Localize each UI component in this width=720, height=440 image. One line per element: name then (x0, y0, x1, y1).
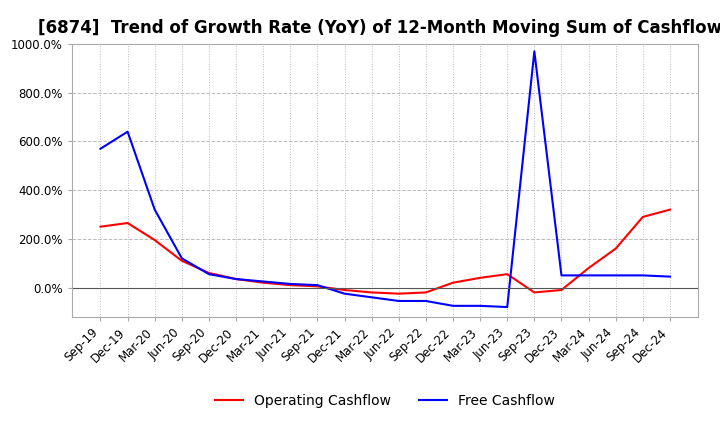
Free Cashflow (449, 303, 457, 308)
Free Cashflow (639, 273, 647, 278)
Free Cashflow (178, 256, 186, 261)
Operating Cashflow (557, 287, 566, 293)
Operating Cashflow (341, 287, 349, 293)
Operating Cashflow (530, 290, 539, 295)
Free Cashflow (584, 273, 593, 278)
Free Cashflow (204, 271, 213, 277)
Operating Cashflow (395, 291, 403, 296)
Free Cashflow (530, 49, 539, 54)
Legend: Operating Cashflow, Free Cashflow: Operating Cashflow, Free Cashflow (210, 389, 560, 414)
Free Cashflow (476, 303, 485, 308)
Operating Cashflow (150, 238, 159, 243)
Operating Cashflow (421, 290, 430, 295)
Operating Cashflow (639, 214, 647, 220)
Line: Free Cashflow: Free Cashflow (101, 51, 670, 307)
Operating Cashflow (96, 224, 105, 229)
Operating Cashflow (476, 275, 485, 280)
Operating Cashflow (286, 282, 294, 288)
Operating Cashflow (449, 280, 457, 286)
Operating Cashflow (584, 265, 593, 271)
Title: [6874]  Trend of Growth Rate (YoY) of 12-Month Moving Sum of Cashflows: [6874] Trend of Growth Rate (YoY) of 12-… (38, 19, 720, 37)
Operating Cashflow (313, 284, 322, 289)
Operating Cashflow (611, 246, 620, 251)
Operating Cashflow (503, 271, 511, 277)
Operating Cashflow (178, 258, 186, 264)
Free Cashflow (665, 274, 674, 279)
Free Cashflow (367, 295, 376, 300)
Free Cashflow (421, 298, 430, 304)
Line: Operating Cashflow: Operating Cashflow (101, 209, 670, 293)
Operating Cashflow (232, 276, 240, 282)
Operating Cashflow (259, 280, 268, 286)
Free Cashflow (286, 281, 294, 286)
Free Cashflow (341, 291, 349, 296)
Free Cashflow (611, 273, 620, 278)
Free Cashflow (503, 304, 511, 310)
Operating Cashflow (367, 290, 376, 295)
Free Cashflow (96, 146, 105, 151)
Free Cashflow (150, 207, 159, 212)
Operating Cashflow (665, 207, 674, 212)
Operating Cashflow (123, 220, 132, 226)
Free Cashflow (557, 273, 566, 278)
Free Cashflow (232, 276, 240, 282)
Free Cashflow (123, 129, 132, 134)
Operating Cashflow (204, 270, 213, 275)
Free Cashflow (313, 282, 322, 288)
Free Cashflow (259, 279, 268, 284)
Free Cashflow (395, 298, 403, 304)
